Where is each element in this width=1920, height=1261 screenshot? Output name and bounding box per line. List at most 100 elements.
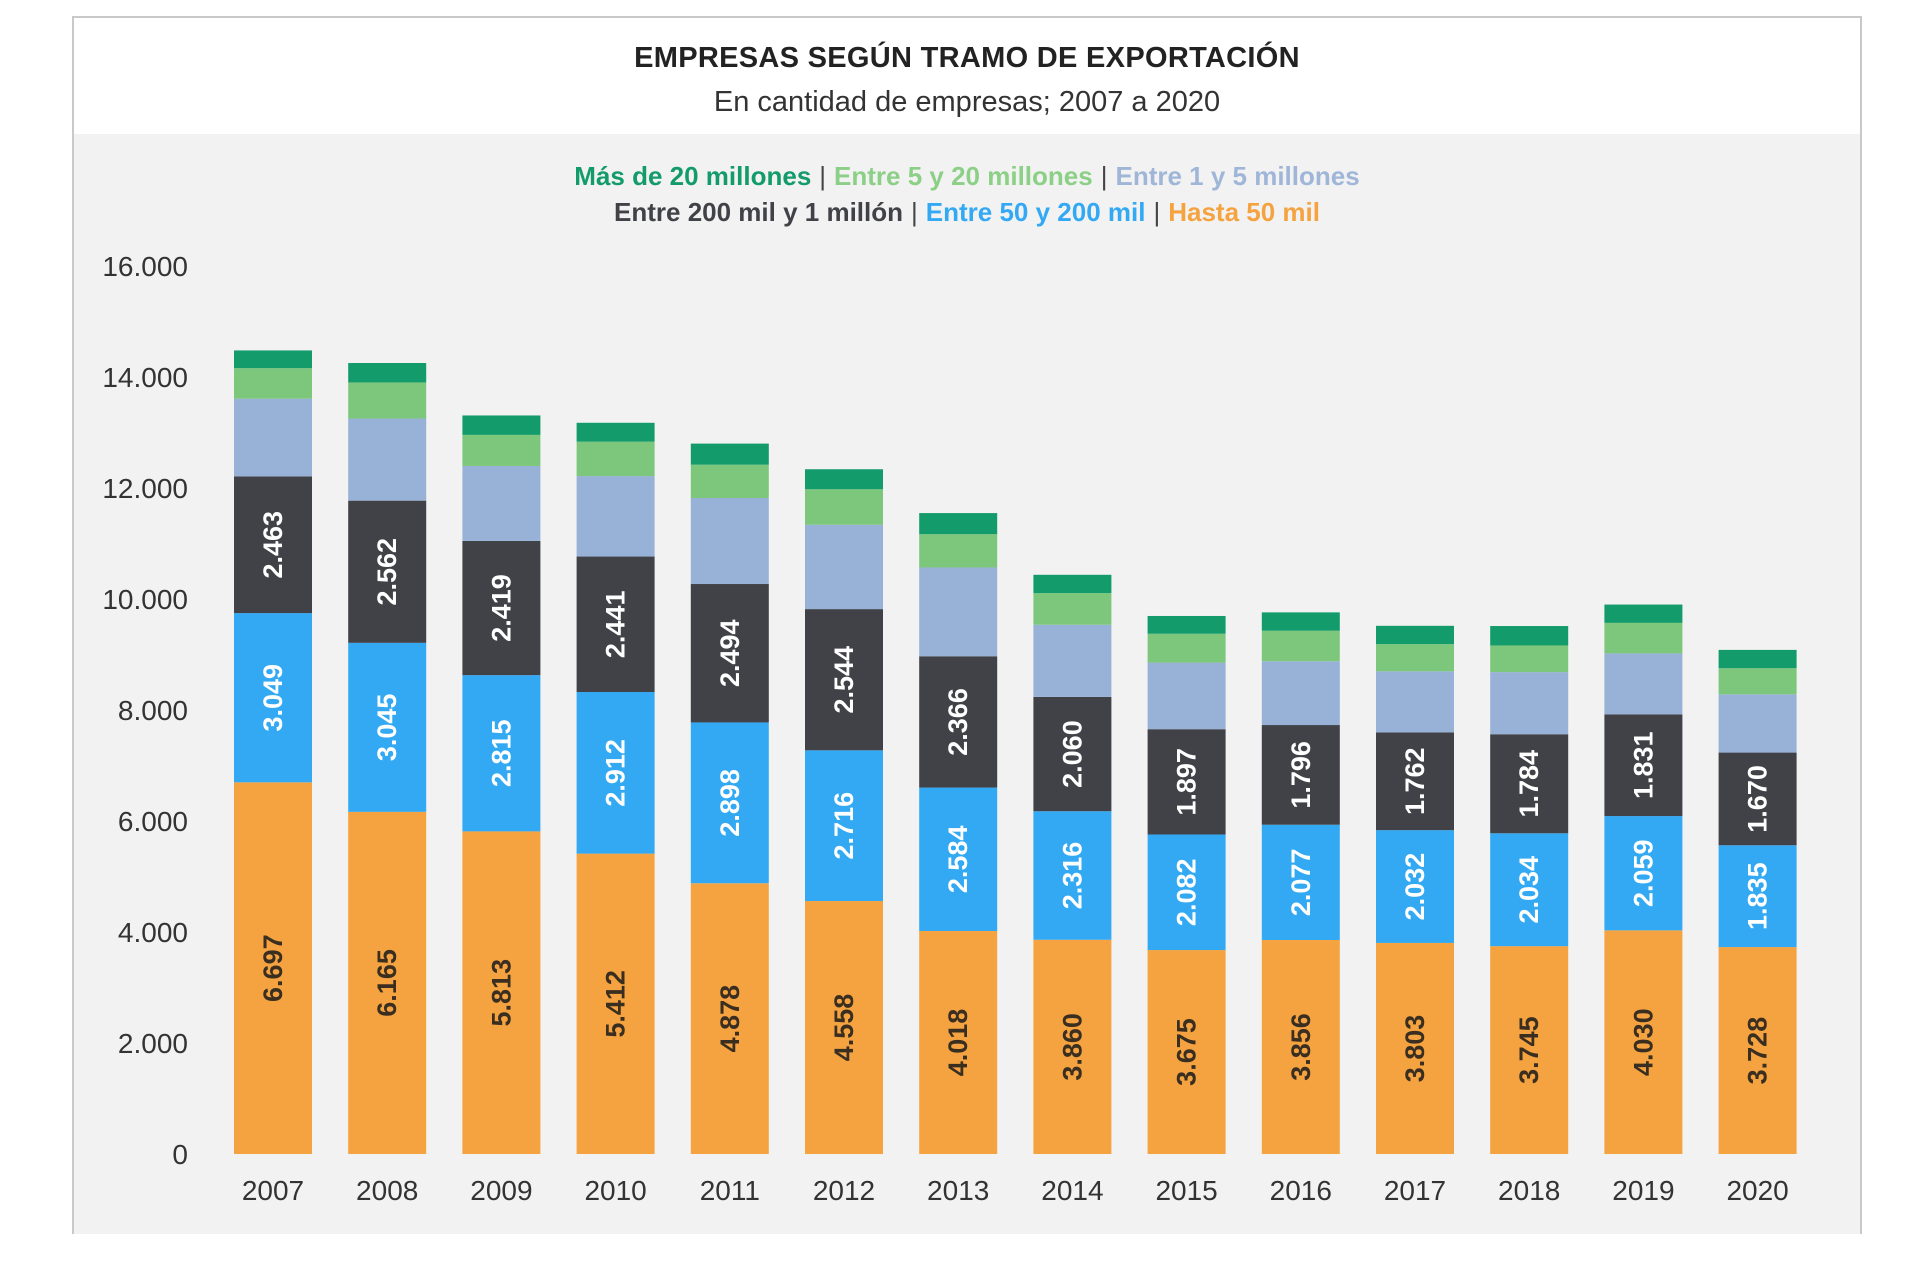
bar-segment-2020-s2 — [1718, 752, 1797, 846]
bar-segment-2008-s4 — [348, 382, 427, 419]
bar-segment-2014-s0 — [1033, 939, 1112, 1154]
x-tick-label: 2014 — [1041, 1175, 1103, 1206]
data-label: 5.813 — [486, 959, 516, 1027]
y-tick-label: 14.000 — [102, 362, 188, 393]
chart-subtitle: En cantidad de empresas; 2007 a 2020 — [713, 86, 1221, 118]
bar-segment-2011-s3 — [690, 497, 769, 585]
data-label: 4.030 — [1628, 1008, 1658, 1076]
bar-segment-2016-s5 — [1261, 612, 1340, 631]
y-tick-label: 0 — [172, 1139, 188, 1170]
bar-segment-2017-s3 — [1376, 671, 1454, 733]
bar-segment-2007-s5 — [234, 350, 312, 369]
bar-segment-2016-s4 — [1261, 630, 1340, 662]
x-tick-label: 2019 — [1612, 1175, 1674, 1206]
bar-segment-2007-s3 — [234, 398, 312, 477]
bar-segment-2011-s5 — [690, 443, 769, 465]
data-label: 2.034 — [1514, 856, 1544, 924]
bar-segment-2017-s2 — [1376, 732, 1454, 831]
bar-segment-2020-s3 — [1718, 694, 1797, 753]
bar-segment-2014-s3 — [1033, 624, 1112, 697]
data-label: 2.912 — [601, 739, 631, 807]
data-label: 2.419 — [486, 574, 516, 642]
bar-segment-2015-s0 — [1147, 950, 1226, 1154]
bar-segment-2018-s1 — [1490, 833, 1569, 947]
bar-segment-2010-s5 — [576, 422, 655, 442]
legend-item-entre-200-mil-y-1-millon: Entre 200 mil y 1 millón — [614, 197, 904, 227]
data-label: 2.077 — [1286, 849, 1316, 917]
bar-segment-2008-s2 — [348, 500, 427, 643]
data-label: 3.745 — [1514, 1016, 1544, 1084]
bar-segment-2014-s1 — [1033, 811, 1112, 940]
y-tick-label: 2.000 — [118, 1028, 188, 1059]
bar-segment-2015-s5 — [1147, 615, 1226, 634]
data-label: 2.060 — [1057, 720, 1087, 788]
data-label: 6.697 — [258, 934, 288, 1002]
legend-item-entre-50-y-200-mil: Entre 50 y 200 mil — [925, 197, 1146, 227]
y-tick-label: 12.000 — [102, 473, 188, 504]
bar-segment-2007-s1 — [234, 613, 312, 783]
data-label: 1.762 — [1400, 747, 1430, 815]
bar-segment-2009-s4 — [462, 434, 541, 466]
bar-segment-2007-s2 — [234, 476, 312, 614]
bar-segment-2014-s5 — [1033, 574, 1112, 594]
data-label: 2.815 — [486, 719, 516, 787]
legend-item-mas-de-20-millones: Más de 20 millones — [574, 161, 812, 191]
bar-segment-2016-s0 — [1261, 939, 1340, 1154]
bar-segment-2014-s4 — [1033, 593, 1112, 625]
data-label: 3.675 — [1172, 1018, 1202, 1086]
data-label: 2.584 — [943, 826, 973, 894]
bar-segment-2015-s1 — [1147, 834, 1226, 951]
bar-segment-2012-s4 — [805, 489, 883, 525]
bar-segment-2017-s0 — [1376, 942, 1454, 1154]
legend-separator: | — [1100, 161, 1108, 191]
bar-segment-2008-s3 — [348, 418, 427, 501]
data-label: 1.796 — [1286, 741, 1316, 809]
y-tick-label: 6.000 — [118, 806, 188, 837]
data-label: 4.018 — [943, 1009, 973, 1077]
bar-segment-2019-s1 — [1604, 816, 1683, 931]
legend-separator: | — [1153, 197, 1161, 227]
x-tick-label: 2017 — [1384, 1175, 1446, 1206]
data-label: 2.059 — [1628, 839, 1658, 907]
bar-segment-2019-s3 — [1604, 653, 1683, 715]
bar-segment-2012-s1 — [805, 750, 883, 902]
bar-segment-2020-s1 — [1718, 845, 1797, 948]
bar-segment-2018-s2 — [1490, 734, 1569, 834]
bar-segment-2015-s3 — [1147, 662, 1226, 730]
data-label: 2.494 — [715, 619, 745, 687]
bar-segment-2017-s1 — [1376, 830, 1454, 943]
x-tick-label: 2007 — [242, 1175, 304, 1206]
bar-segment-2018-s0 — [1490, 946, 1569, 1154]
x-tick-label: 2015 — [1155, 1175, 1217, 1206]
bar-segment-2009-s1 — [462, 675, 541, 832]
bar-segment-2019-s5 — [1604, 604, 1683, 623]
bar-segment-2013-s0 — [919, 931, 998, 1154]
bar-segment-2012-s3 — [805, 524, 883, 610]
legend-item-entre-5-y-20-millones: Entre 5 y 20 millones — [834, 161, 1093, 191]
data-label: 2.032 — [1400, 853, 1430, 921]
data-label: 3.856 — [1286, 1013, 1316, 1081]
data-label: 3.045 — [372, 694, 402, 762]
data-label: 2.441 — [601, 590, 631, 658]
bar-segment-2017-s5 — [1376, 625, 1454, 645]
legend-item-entre-1-y-5-millones: Entre 1 y 5 millones — [1115, 161, 1360, 191]
chart-frame: EMPRESAS SEGÚN TRAMO DE EXPORTACIÓN En c… — [72, 16, 1862, 1234]
data-label: 1.831 — [1628, 731, 1658, 799]
x-tick-label: 2009 — [470, 1175, 532, 1206]
legend-separator: | — [911, 197, 918, 227]
x-tick-label: 2011 — [700, 1175, 760, 1206]
bar-segment-2018-s4 — [1490, 645, 1569, 673]
legend-row-2: Entre 200 mil y 1 millón | Entre 50 y 200 … — [74, 194, 1860, 230]
data-label: 2.544 — [829, 646, 859, 714]
bar-segment-2008-s0 — [348, 811, 427, 1154]
bar-segment-2020-s4 — [1718, 668, 1797, 695]
data-label: 1.670 — [1743, 765, 1773, 833]
data-label: 2.316 — [1057, 842, 1087, 910]
bar-segment-2010-s3 — [576, 476, 655, 557]
data-label: 1.897 — [1172, 748, 1202, 816]
bar-segment-2013-s3 — [919, 567, 998, 657]
bar-segment-2012-s5 — [805, 469, 883, 490]
bar-segment-2009-s3 — [462, 465, 541, 541]
bar-segment-2016-s3 — [1261, 661, 1340, 726]
bar-segment-2013-s2 — [919, 656, 998, 788]
